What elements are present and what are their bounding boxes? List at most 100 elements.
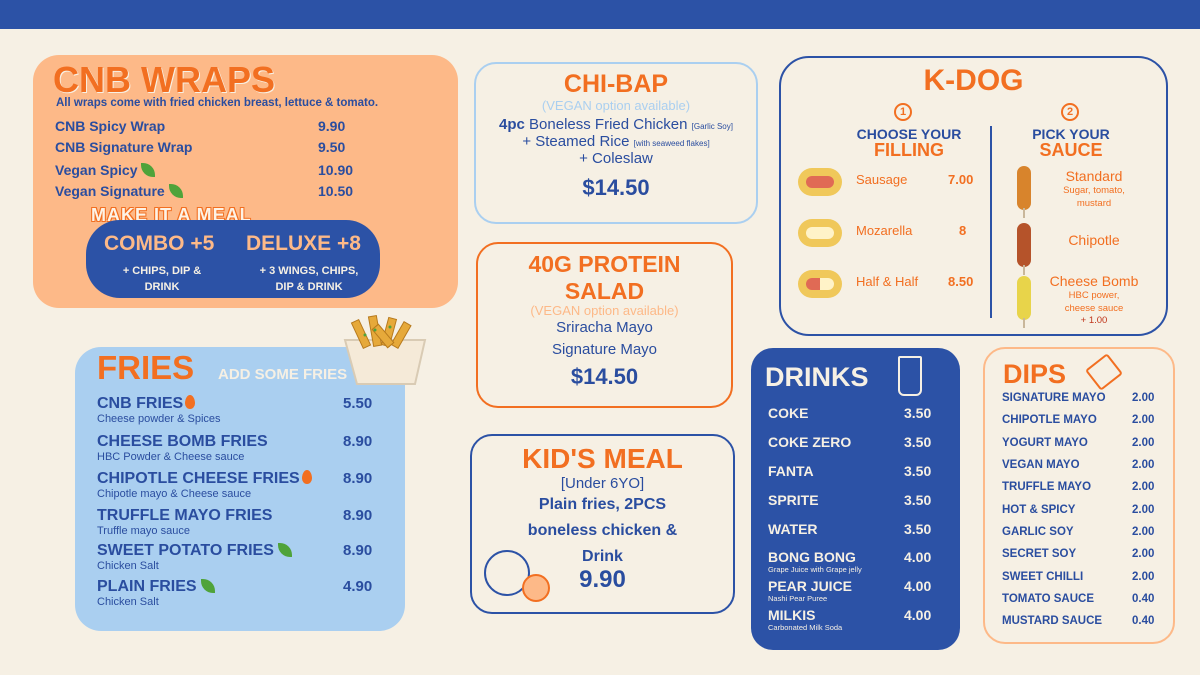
top-banner (0, 0, 1200, 29)
menu-item: WATER 3.50 (768, 521, 948, 537)
wraps-title: CNB WRAPS (53, 59, 275, 100)
mozzarella-icon (798, 219, 842, 247)
leaf-icon (141, 163, 156, 177)
menu-item: SPRITE 3.50 (768, 492, 948, 508)
item-desc: Chicken Salt (97, 596, 159, 608)
menu-item: FANTA 3.50 (768, 463, 948, 479)
flame-icon (301, 470, 312, 484)
chibap-note: [with seaweed flakes] (633, 139, 710, 148)
sauce-desc: cheese sauce (1064, 303, 1124, 314)
kids-title: KID'S MEAL (522, 443, 683, 474)
item-price: 2.00 (1132, 481, 1155, 493)
combo-desc: + CHIPS, DIP & DRINK (102, 263, 222, 295)
menu-item: CNB FRIES Cheese powder & Spices 5.50 (97, 395, 387, 425)
item-price: 9.50 (318, 139, 346, 155)
menu-item: MUSTARD SAUCE 0.40 (1002, 615, 1162, 627)
item-name: TOMATO SAUCE (1002, 593, 1095, 605)
item-name: GARLIC SOY (1002, 526, 1074, 538)
item-name: Vegan Spicy (55, 162, 138, 178)
chibap-item: Boneless Fried Chicken (524, 116, 692, 133)
drinks-panel: DRINKS COKE 3.50 COKE ZERO 3.50 FANTA 3.50 … (751, 348, 960, 650)
filling-name: Mozarella (856, 223, 913, 238)
item-price: 0.40 (1132, 615, 1155, 627)
filling-name: Sausage (856, 172, 908, 187)
step-heading: PICK YOUR (1032, 126, 1110, 142)
item-name: MILKIS (768, 607, 816, 623)
combo-title: COMBO +5 (104, 232, 215, 255)
item-desc: Chicken Salt (97, 560, 159, 572)
chibap-line: + Steamed Rice [with seaweed flakes] (476, 133, 756, 150)
item-desc: Chipotle mayo & Cheese sauce (97, 488, 252, 500)
step-heading: CHOOSE YOUR (856, 126, 962, 142)
menu-item: YOGURT MAYO 2.00 (1002, 437, 1162, 449)
item-price: 9.90 (318, 118, 346, 134)
kids-panel: KID'S MEAL [Under 6YO] Plain fries, 2PCS… (470, 434, 735, 614)
menu-item: SWEET POTATO FRIES Chicken Salt 8.90 (97, 542, 387, 572)
drinks-title: DRINKS (765, 362, 869, 392)
item-name: PLAIN FRIES (97, 578, 197, 595)
item-name: SECRET SOY (1002, 548, 1077, 560)
item-name: CNB Signature Wrap (55, 139, 193, 155)
menu-item: TRUFFLE MAYO FRIES Truffle mayo sauce 8.… (97, 507, 387, 537)
item-price: 10.50 (318, 183, 354, 199)
item-price: 4.00 (904, 578, 932, 594)
kids-desc-line: boneless chicken & (527, 522, 678, 539)
item-name: CHIPOTLE MAYO (1002, 414, 1097, 426)
salad-vegan-note: (VEGAN option available) (530, 303, 679, 318)
dip-cup-icon (1084, 353, 1124, 391)
fries-panel: FRIES ADD SOME FRIES CNB FRIES Cheese po… (75, 347, 405, 631)
step-number: 1 (894, 103, 912, 121)
item-price: 8.90 (343, 433, 373, 450)
item-price: 3.50 (904, 492, 932, 508)
salad-option: Sriracha Mayo (556, 319, 653, 336)
item-price: 2.00 (1132, 548, 1155, 560)
kids-desc-line: Drink (582, 548, 623, 565)
flame-icon (185, 395, 196, 409)
item-name: COKE (768, 405, 809, 421)
dips-title: DIPS (1003, 359, 1067, 389)
chibap-line: + Coleslaw (579, 150, 653, 167)
item-price: 4.00 (904, 549, 932, 565)
corndog-icon (1017, 276, 1031, 328)
menu-item: COKE ZERO 3.50 (768, 434, 948, 450)
combo-desc-line: DRINK (144, 281, 180, 293)
item-desc: Carbonated Milk Soda (768, 623, 843, 632)
item-price: 3.50 (904, 405, 932, 421)
item-price: 2.00 (1132, 571, 1155, 583)
item-price: 4.90 (343, 578, 373, 595)
item-price: 2.00 (1132, 526, 1155, 538)
filling-price: 8.50 (948, 274, 974, 289)
half-half-icon (798, 270, 842, 298)
corndog-icon (1017, 223, 1031, 275)
deluxe-desc-line: DIP & DRINK (275, 281, 343, 293)
menu-item: SECRET SOY 2.00 (1002, 548, 1162, 560)
menu-item: PLAIN FRIES Chicken Salt 4.90 (97, 578, 387, 608)
item-price: 3.50 (904, 463, 932, 479)
menu-item: Vegan Spicy 10.90 (55, 162, 355, 178)
fries-title: FRIES (97, 349, 195, 386)
sauce-desc: mustard (1076, 198, 1112, 209)
menu-item: SIGNATURE MAYO 2.00 (1002, 392, 1162, 404)
kids-desc-line: Plain fries, 2PCS (538, 496, 667, 513)
kid-character-icon (522, 574, 550, 602)
salad-title-line: 40G PROTEIN (528, 251, 681, 277)
kids-price: 9.90 (579, 566, 626, 593)
salad-panel: 40G PROTEIN SALAD (VEGAN option availabl… (476, 242, 733, 408)
item-price: 8.90 (343, 542, 373, 559)
menu-item: TOMATO SAUCE 0.40 (1002, 593, 1162, 605)
menu-item: BONG BONG Grape Juice with Grape jelly 4.0… (768, 549, 948, 574)
item-name: PEAR JUICE (768, 578, 853, 594)
meal-options: COMBO +5 + CHIPS, DIP & DRINK DELUXE +8 … (86, 220, 380, 298)
item-name: TRUFFLE MAYO (1002, 481, 1092, 493)
chibap-panel: CHI-BAP (VEGAN option available) 4pc Bon… (474, 62, 758, 224)
item-name: CNB Spicy Wrap (55, 118, 166, 134)
item-price: 0.40 (1132, 593, 1155, 605)
item-desc: Cheese powder & Spices (97, 413, 221, 425)
chibap-price: $14.50 (582, 175, 650, 200)
menu-item: CHIPOTLE MAYO 2.00 (1002, 414, 1162, 426)
menu-item: CHIPOTLE CHEESE FRIES Chipotle mayo & Ch… (97, 470, 387, 500)
step-heading: FILLING (874, 140, 944, 160)
wraps-panel: CNB WRAPS All wraps come with fried chic… (33, 55, 458, 308)
leaf-icon (200, 579, 215, 593)
item-price: 8.90 (343, 470, 373, 487)
